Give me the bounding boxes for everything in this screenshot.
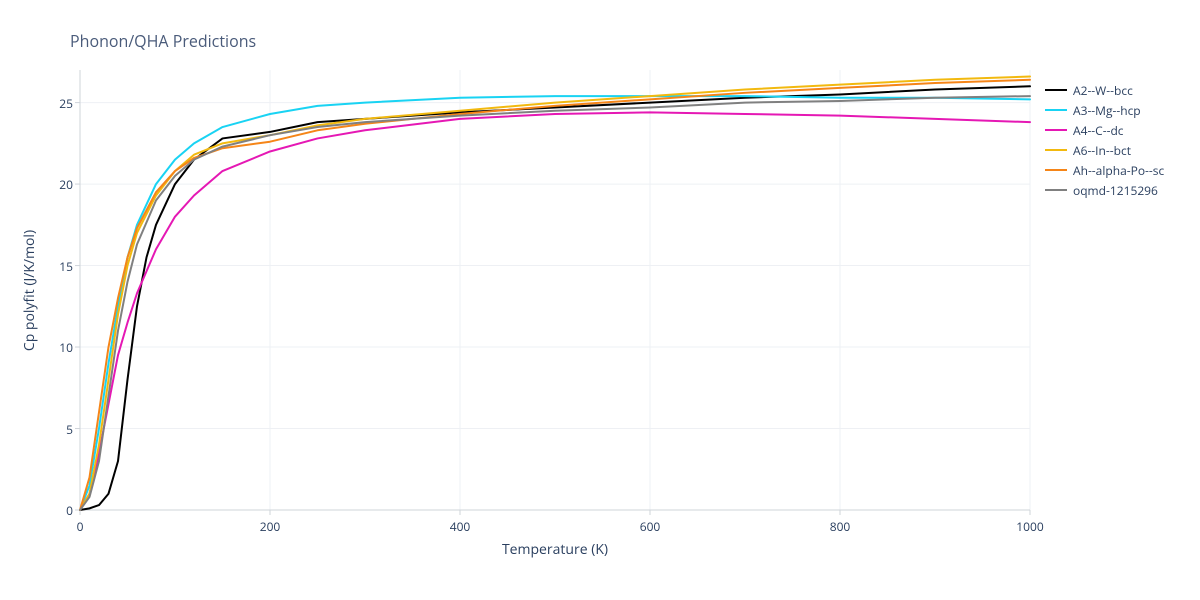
y-axis-label: Cp polyfit (J/K/mol) <box>21 229 40 350</box>
y-tick-label: 10 <box>45 339 73 356</box>
legend-label: A2--W--bcc <box>1073 82 1133 99</box>
chart-title: Phonon/QHA Predictions <box>70 30 256 52</box>
x-tick-label: 400 <box>445 518 475 535</box>
legend-swatch <box>1045 149 1067 151</box>
y-tick-label: 5 <box>45 421 73 438</box>
legend-item[interactable]: A2--W--bcc <box>1045 80 1164 100</box>
y-tick-label: 25 <box>45 95 73 112</box>
chart-container: Phonon/QHA Predictions Cp polyfit (J/K/m… <box>0 0 1200 600</box>
x-tick-label: 1000 <box>1015 518 1045 535</box>
legend-label: oqmd-1215296 <box>1073 182 1158 199</box>
x-tick-label: 800 <box>825 518 855 535</box>
legend-label: A6--In--bct <box>1073 142 1131 159</box>
legend-label: A3--Mg--hcp <box>1073 102 1141 119</box>
legend-item[interactable]: Ah--alpha-Po--sc <box>1045 160 1164 180</box>
legend-swatch <box>1045 129 1067 131</box>
x-tick-label: 600 <box>635 518 665 535</box>
y-tick-label: 20 <box>45 176 73 193</box>
legend-swatch <box>1045 89 1067 91</box>
y-axis-label-container: Cp polyfit (J/K/mol) <box>20 70 40 510</box>
legend-item[interactable]: A3--Mg--hcp <box>1045 100 1164 120</box>
legend-item[interactable]: oqmd-1215296 <box>1045 180 1164 200</box>
legend-label: Ah--alpha-Po--sc <box>1073 162 1164 179</box>
y-tick-label: 0 <box>45 502 73 519</box>
legend: A2--W--bcc A3--Mg--hcp A4--C--dc A6--In--bc… <box>1045 80 1164 200</box>
x-axis-label: Temperature (K) <box>80 540 1030 559</box>
legend-item[interactable]: A4--C--dc <box>1045 120 1164 140</box>
legend-label: A4--C--dc <box>1073 122 1124 139</box>
x-tick-label: 200 <box>255 518 285 535</box>
legend-swatch <box>1045 189 1067 191</box>
x-tick-label: 0 <box>65 518 95 535</box>
legend-item[interactable]: A6--In--bct <box>1045 140 1164 160</box>
y-tick-label: 15 <box>45 258 73 275</box>
plot-area[interactable] <box>80 70 1030 510</box>
legend-swatch <box>1045 169 1067 171</box>
legend-swatch <box>1045 109 1067 111</box>
